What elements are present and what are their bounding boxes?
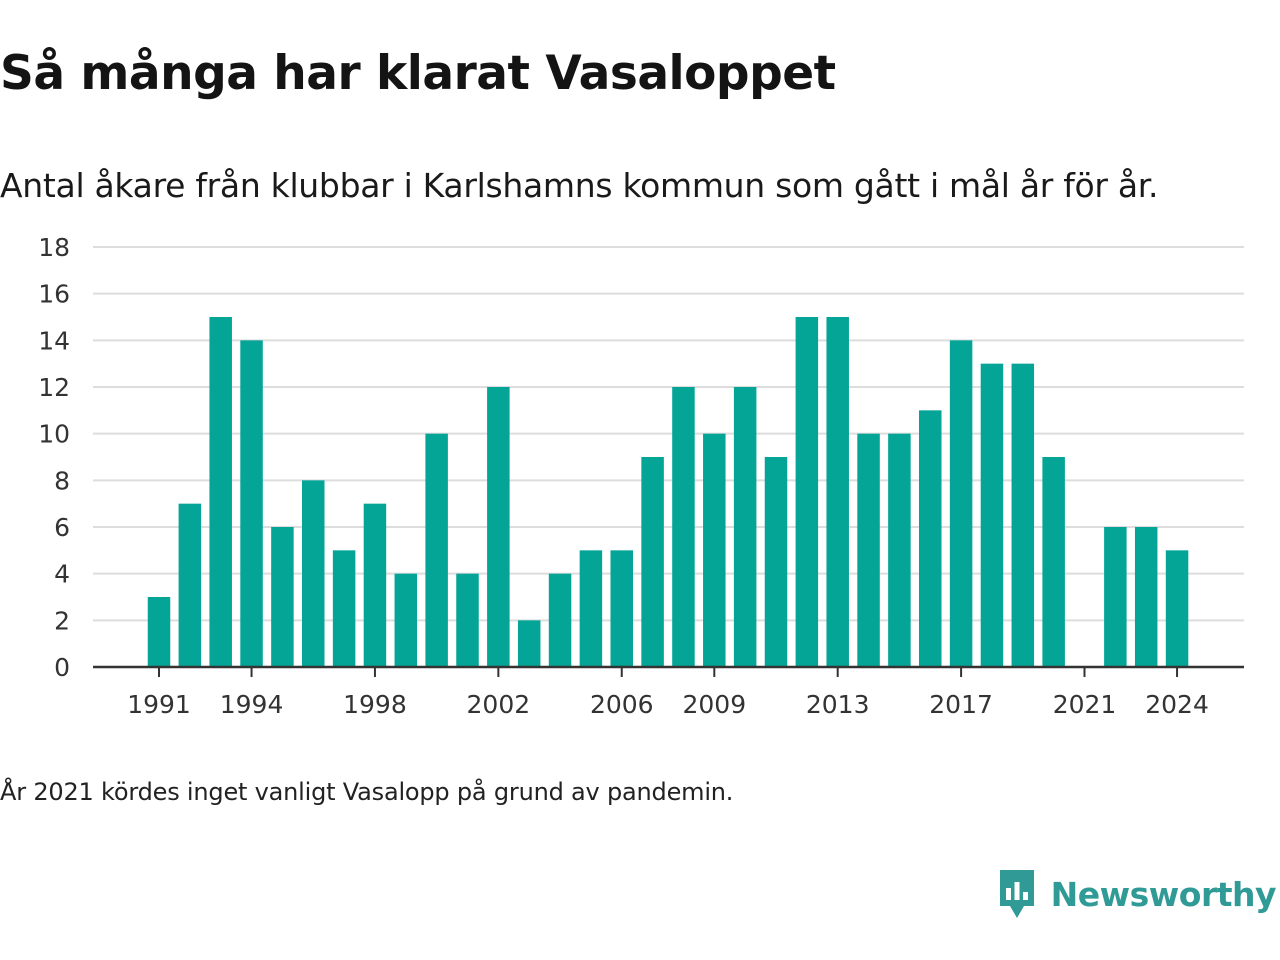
- y-tick-label: 12: [38, 373, 70, 402]
- bar-2000: [425, 433, 448, 667]
- bar-1992: [178, 503, 202, 667]
- x-tick-label: 2009: [682, 690, 746, 719]
- y-tick-label: 6: [54, 513, 70, 542]
- brand: Newsworthy: [997, 868, 1277, 920]
- x-tick-label: 1998: [343, 690, 407, 719]
- bar-2009: [703, 433, 726, 667]
- bar-1991: [147, 597, 171, 667]
- x-tick-label: 2006: [590, 690, 654, 719]
- bar-2012: [795, 317, 819, 667]
- bar-1995: [271, 527, 294, 667]
- newsworthy-logo-icon: [999, 870, 1034, 918]
- bar-2006: [610, 550, 633, 667]
- bar-2018: [980, 363, 1004, 667]
- bar-2003: [517, 620, 541, 667]
- bar-2005: [579, 550, 603, 667]
- chart-subtitle: Antal åkare från klubbar i Karlshamns ko…: [0, 166, 1159, 205]
- brand-name: Newsworthy: [1050, 874, 1277, 914]
- bar-1997: [332, 550, 356, 667]
- bar-1993: [209, 317, 232, 667]
- bar-2019: [1011, 363, 1035, 667]
- bar-2008: [672, 387, 695, 667]
- bar-2007: [641, 457, 664, 667]
- bar-2004: [548, 573, 572, 667]
- x-tick-label: 2021: [1053, 690, 1117, 719]
- bar-1996: [302, 480, 325, 667]
- bar-2002: [487, 387, 510, 667]
- bar-1999: [394, 573, 418, 667]
- y-tick-label: 14: [38, 326, 70, 355]
- y-tick-label: 0: [54, 653, 70, 682]
- bar-1994: [240, 340, 263, 667]
- y-tick-label: 18: [38, 233, 70, 262]
- x-tick-label: 2002: [467, 690, 531, 719]
- footnote: År 2021 kördes inget vanligt Vasalopp på…: [0, 778, 734, 806]
- y-tick-label: 2: [54, 606, 70, 635]
- chart-title: Så många har klarat Vasaloppet: [0, 46, 836, 101]
- bar-2014: [857, 433, 880, 667]
- x-tick-label: 2024: [1145, 690, 1209, 719]
- bar-2011: [764, 457, 788, 667]
- bar-2022: [1104, 527, 1127, 667]
- x-tick-label: 1994: [220, 690, 284, 719]
- bar-2013: [826, 317, 849, 667]
- bar-2023: [1134, 527, 1158, 667]
- x-tick-label: 2017: [929, 690, 993, 719]
- bar-2017: [949, 340, 973, 667]
- bar-2001: [456, 573, 479, 667]
- bar-2020: [1042, 457, 1065, 667]
- bar-2010: [733, 387, 757, 667]
- bar-2016: [919, 410, 942, 667]
- bar-2024: [1165, 550, 1189, 667]
- y-tick-label: 10: [38, 420, 70, 449]
- bar-2015: [888, 433, 911, 667]
- y-tick-label: 4: [54, 560, 70, 589]
- bar-chart: 0 2 4 6 8 10 12 14 16 18 1991 1994 1998 2002 2006 2009 2…: [38, 233, 1244, 719]
- y-tick-label: 16: [38, 280, 70, 309]
- bar-1998: [363, 503, 387, 667]
- y-tick-label: 8: [54, 466, 70, 495]
- x-tick-label: 1991: [127, 690, 191, 719]
- x-tick-label: 2013: [806, 690, 870, 719]
